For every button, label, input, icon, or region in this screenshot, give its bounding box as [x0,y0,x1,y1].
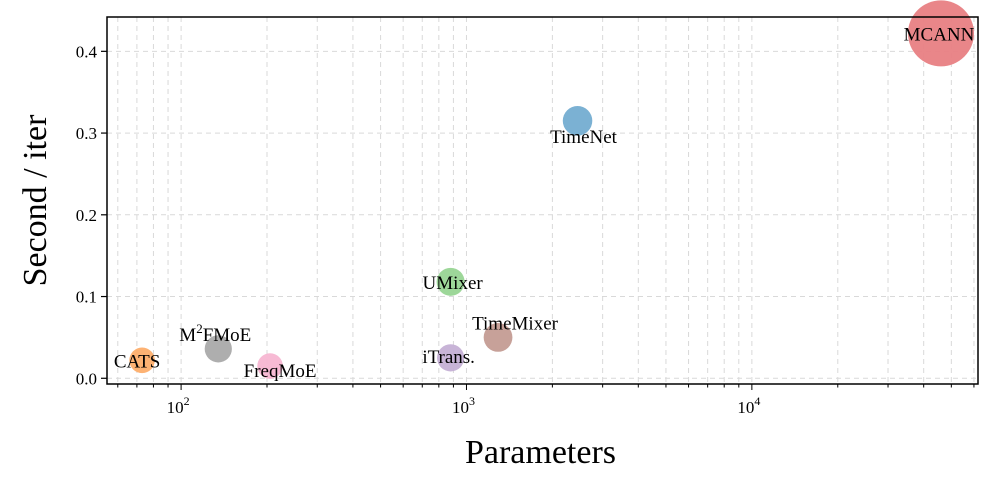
axis-ticks: 0.0 0.1 0.2 0.3 0.4 102 103 104 [76,42,975,417]
x-tick-label: 104 [737,394,760,417]
point-label: CATS [114,351,160,372]
data-point [437,344,465,372]
y-tick-label: 0.2 [76,206,97,225]
y-tick-label: 0.1 [76,288,97,307]
data-point [204,335,232,363]
y-axis-title: Second / iter [17,114,54,287]
point-labels: CATS M2FMoE FreqMoE UMixer iTrans. TimeMixer T… [114,24,975,382]
y-tick-label: 0.4 [76,42,98,61]
data-point [562,106,593,136]
y-tick-label: 0.3 [76,124,97,143]
data-point [483,323,513,352]
point-label: UMixer [423,273,484,294]
data-point [436,267,465,296]
data-point [129,347,155,374]
point-label: MCANN [904,24,975,45]
point-label: TimeNet [550,127,618,148]
y-tick-label: 0.0 [76,369,97,388]
point-label: TimeMixer [472,313,559,334]
point-label: M2FMoE [179,321,251,346]
x-tick-label: 102 [167,394,190,417]
data-point [257,353,283,379]
grid [107,17,978,384]
point-label: iTrans. [422,347,475,368]
x-axis-title: Parameters [465,434,616,471]
x-tick-label: 103 [452,394,475,417]
plot-frame [106,16,979,385]
point-label: FreqMoE [244,361,317,382]
